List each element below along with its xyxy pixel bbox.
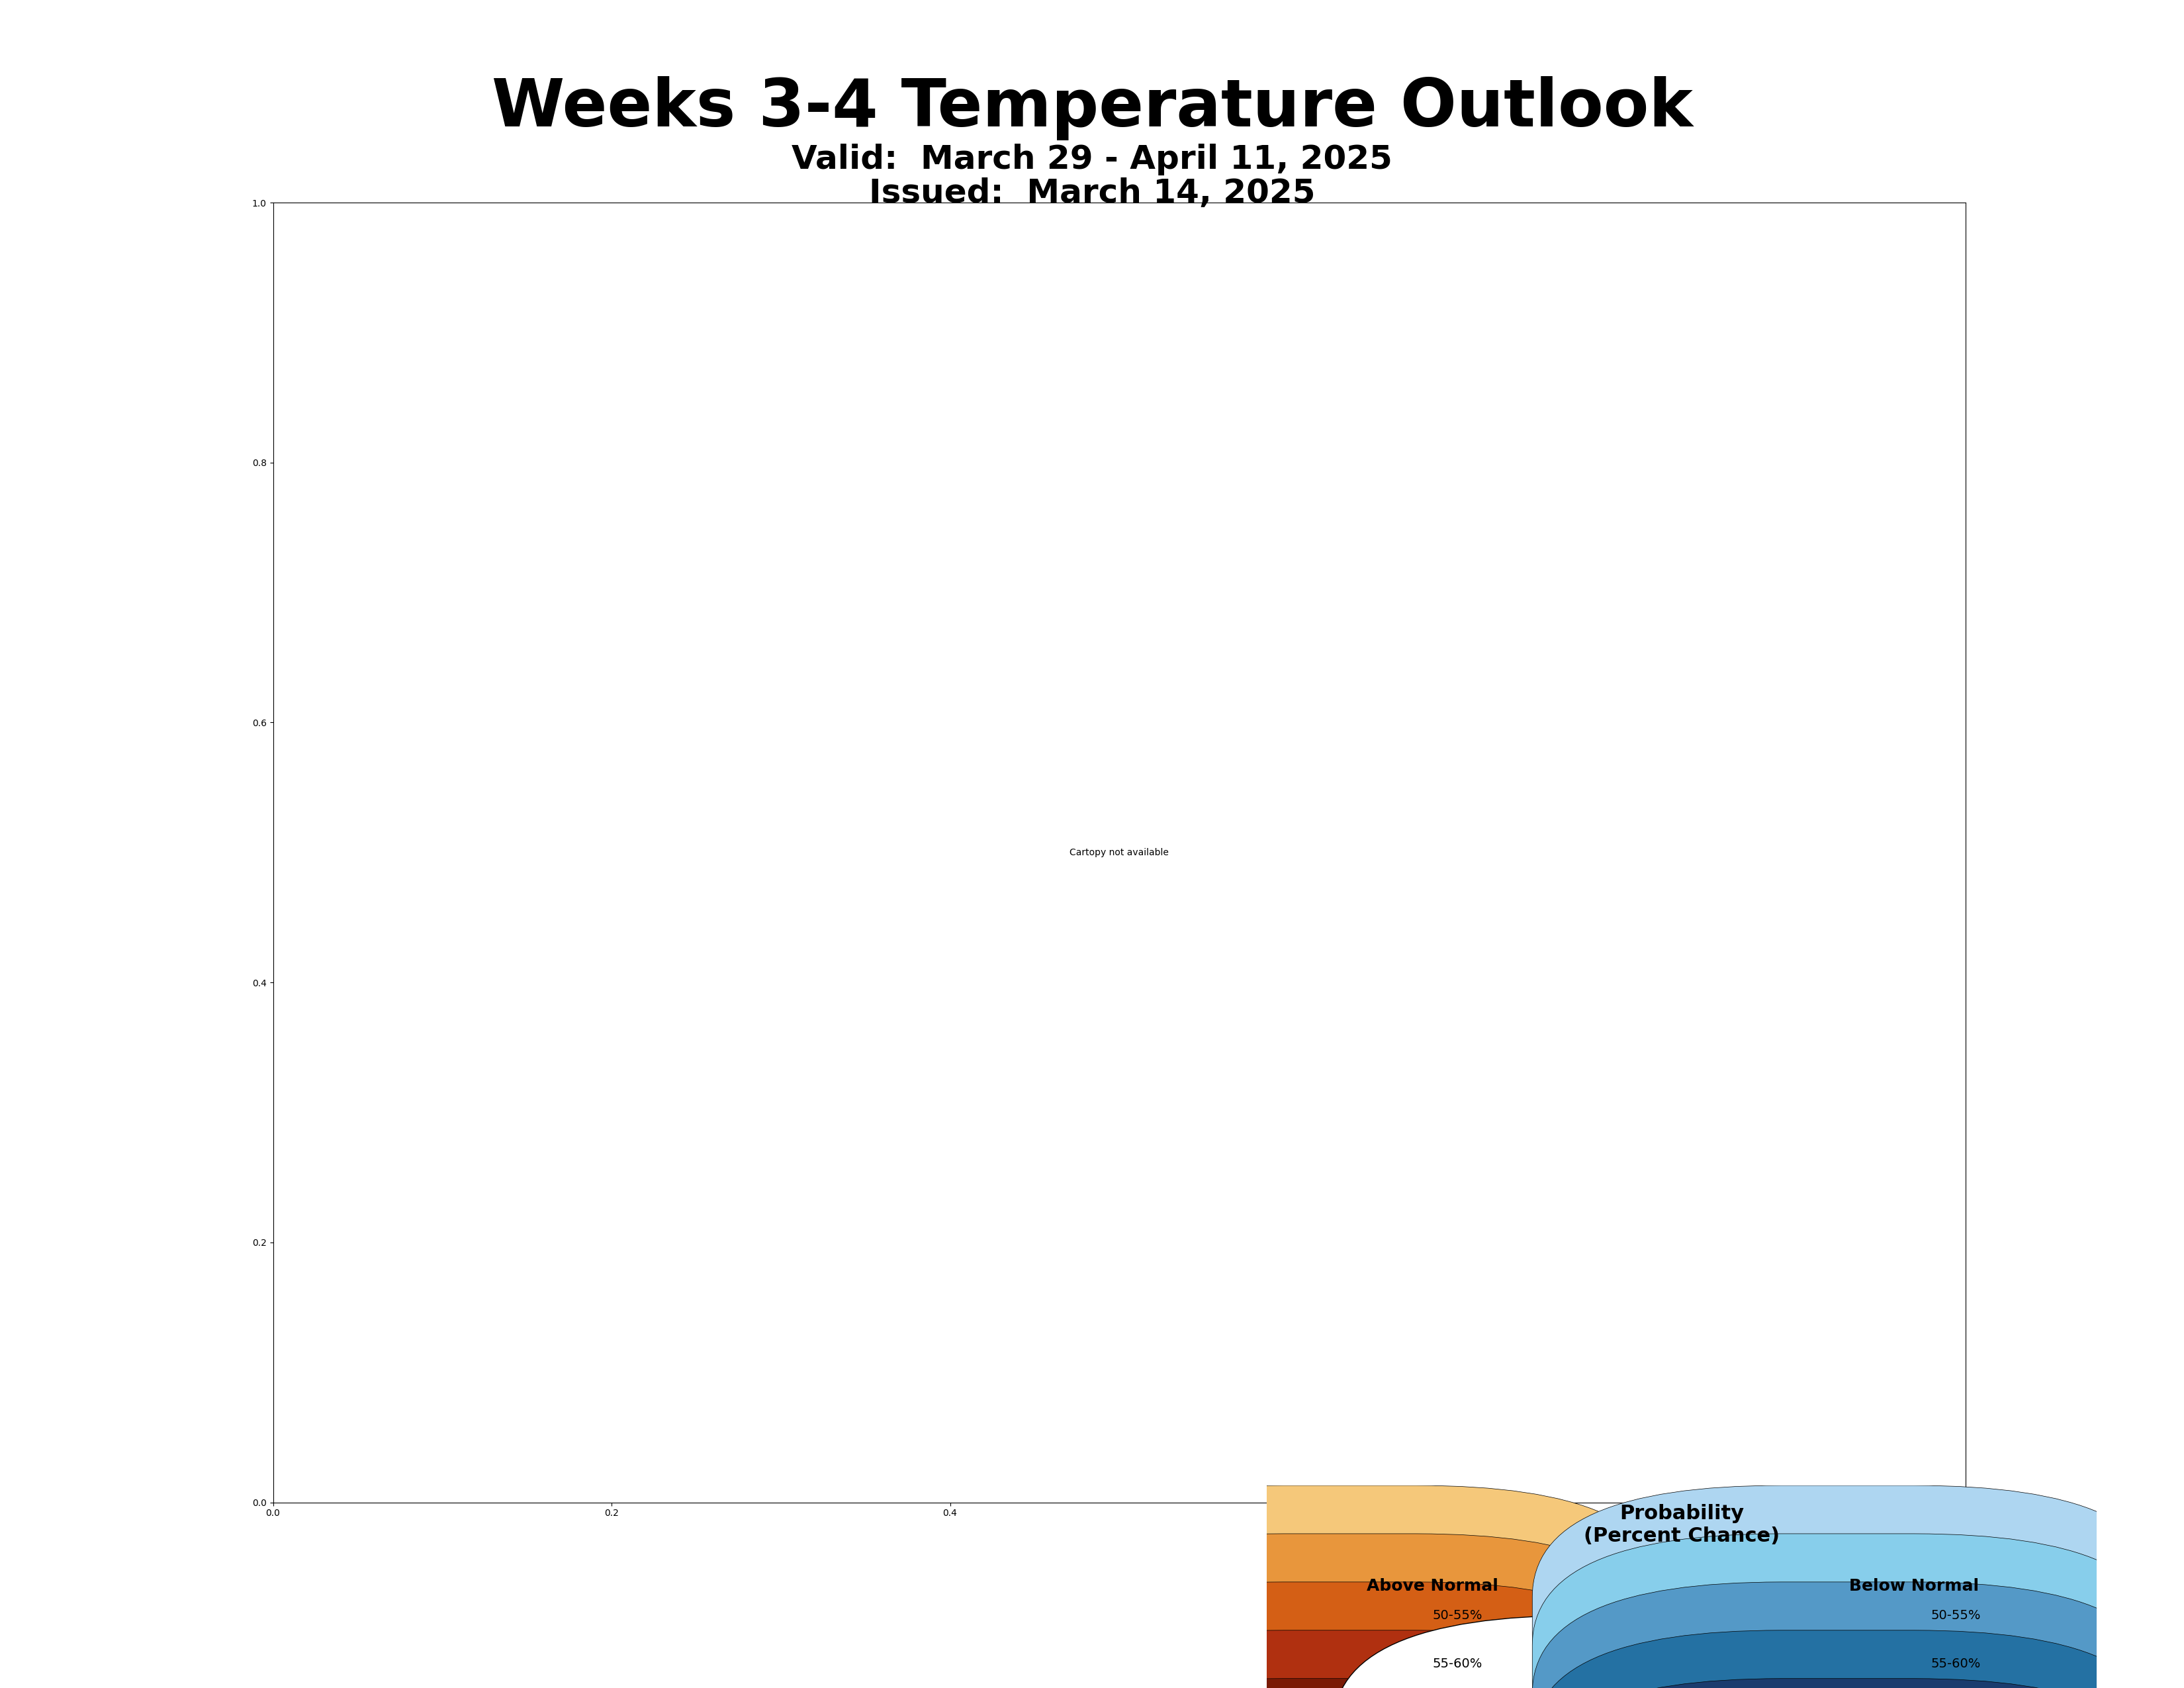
- Text: 55-60%: 55-60%: [1433, 1658, 1483, 1669]
- FancyBboxPatch shape: [1533, 1631, 2162, 1688]
- FancyBboxPatch shape: [1035, 1678, 1664, 1688]
- Text: Issued:  March 14, 2025: Issued: March 14, 2025: [869, 177, 1315, 209]
- FancyBboxPatch shape: [1035, 1631, 1664, 1688]
- Text: Below Normal: Below Normal: [1850, 1578, 1979, 1593]
- FancyBboxPatch shape: [1533, 1534, 2162, 1688]
- FancyBboxPatch shape: [1533, 1678, 2162, 1688]
- Text: Probability
(Percent Chance): Probability (Percent Chance): [1583, 1504, 1780, 1546]
- FancyBboxPatch shape: [1035, 1485, 1664, 1688]
- Text: 55-60%: 55-60%: [1931, 1658, 1981, 1669]
- FancyBboxPatch shape: [1533, 1485, 2162, 1688]
- Text: Valid:  March 29 - April 11, 2025: Valid: March 29 - April 11, 2025: [791, 143, 1393, 176]
- Text: 50-55%: 50-55%: [1433, 1609, 1483, 1622]
- FancyBboxPatch shape: [1332, 1615, 1931, 1688]
- FancyBboxPatch shape: [1533, 1582, 2162, 1688]
- FancyBboxPatch shape: [1035, 1534, 1664, 1688]
- Text: Weeks 3-4 Temperature Outlook: Weeks 3-4 Temperature Outlook: [491, 76, 1693, 140]
- Text: Above Normal: Above Normal: [1367, 1578, 1498, 1593]
- Text: Cartopy not available: Cartopy not available: [1070, 847, 1168, 858]
- FancyBboxPatch shape: [1035, 1582, 1664, 1688]
- Text: 50-55%: 50-55%: [1931, 1609, 1981, 1622]
